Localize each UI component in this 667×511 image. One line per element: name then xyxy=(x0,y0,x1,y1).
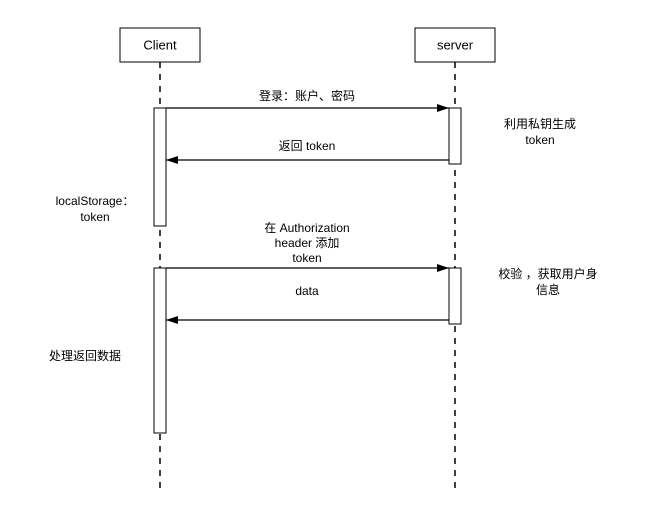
note-server-verify-l2: 信息 xyxy=(536,282,560,297)
note-client-localstorage-l1: localStorage： xyxy=(56,194,135,208)
msg3-label-l1: 在 Authorization xyxy=(264,221,349,235)
client-lifeline-label: Client xyxy=(143,37,177,52)
msg2-label: 返回 token xyxy=(279,139,336,153)
msg3-arrowhead-icon xyxy=(437,264,449,272)
server-lifeline-label: server xyxy=(437,37,474,52)
msg3-label-l2: header 添加 xyxy=(275,236,340,250)
note-server-gen-token-l2: token xyxy=(525,133,554,147)
msg1-arrowhead-icon xyxy=(437,104,449,112)
msg4-arrowhead-icon xyxy=(166,316,178,324)
client-activation-1 xyxy=(154,108,166,226)
server-activation-2 xyxy=(449,268,461,324)
server-activation-1 xyxy=(449,108,461,164)
client-activation-2 xyxy=(154,268,166,433)
note-client-process-l1: 处理返回数据 xyxy=(49,348,121,363)
sequence-diagram: Client server 登录：账户、密码 返回 token 利用私钥生成 t… xyxy=(0,0,667,511)
msg2-arrowhead-icon xyxy=(166,156,178,164)
msg3-label-l3: token xyxy=(292,251,321,265)
msg1-label: 登录：账户、密码 xyxy=(259,88,355,103)
msg4-label: data xyxy=(295,284,319,298)
note-server-gen-token-l1: 利用私钥生成 xyxy=(504,117,576,131)
note-server-verify-l1: 校验 ，获取用户身 xyxy=(498,266,597,281)
note-client-localstorage-l2: token xyxy=(80,210,109,224)
